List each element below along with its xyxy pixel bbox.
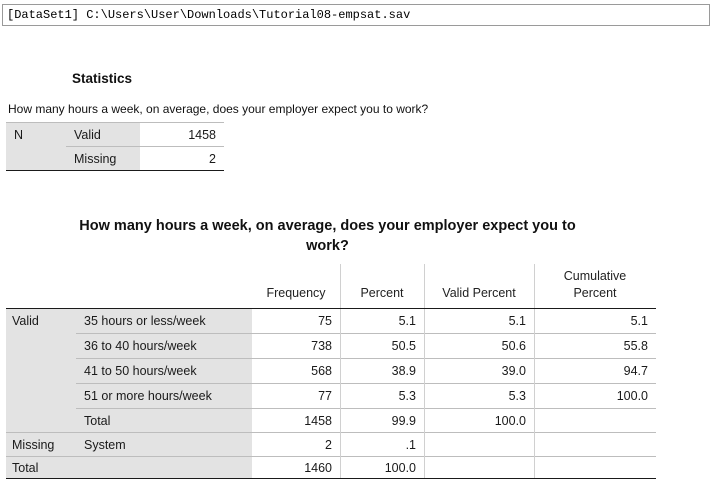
header-percent: Percent	[360, 286, 404, 300]
cell-percent: .1	[405, 438, 416, 452]
row-rule	[76, 408, 656, 409]
row-label: 51 or more hours/week	[76, 384, 252, 408]
cell-percent: 100.0	[384, 461, 416, 475]
row-label: 35 hours or less/week	[76, 309, 252, 333]
cell-cumulative: 55.8	[623, 339, 648, 353]
body-sep-3	[534, 309, 535, 478]
cell-valid-percent: 5.1	[508, 314, 526, 328]
header-bottom-rule	[6, 308, 656, 309]
cell-valid-percent: 50.6	[501, 339, 526, 353]
header-frequency: Frequency	[266, 286, 326, 300]
group-label-valid: Valid	[6, 309, 76, 432]
table-bottom-rule	[6, 478, 656, 479]
cell-frequency: 738	[311, 339, 332, 353]
header-valid-percent: Valid Percent	[442, 286, 516, 300]
cell-valid-percent: 39.0	[501, 364, 526, 378]
header-cumulative-percent: Cumulative Percent	[563, 269, 627, 300]
stats-n-label: N	[6, 123, 66, 170]
cell-percent: 38.9	[391, 364, 416, 378]
cell-percent: 5.3	[398, 389, 416, 403]
group-label-missing: Missing	[6, 433, 76, 456]
stats-top-rule	[6, 122, 224, 123]
stats-missing-label: Missing	[66, 147, 140, 170]
cell-percent: 5.1	[398, 314, 416, 328]
stats-valid-value: 1458	[188, 128, 216, 142]
cell-frequency: 75	[318, 314, 332, 328]
stats-mid-rule	[66, 146, 224, 147]
cell-frequency: 1460	[304, 461, 332, 475]
cell-frequency: 2	[325, 438, 332, 452]
stats-bottom-rule	[6, 170, 224, 171]
cell-frequency: 1458	[304, 414, 332, 428]
cell-percent: 50.5	[391, 339, 416, 353]
stats-valid-label: Valid	[66, 123, 140, 146]
header-sep-1	[340, 264, 341, 308]
stats-missing-value: 2	[209, 152, 216, 166]
header-sep-3	[534, 264, 535, 308]
cell-frequency: 568	[311, 364, 332, 378]
row-rule	[76, 358, 656, 359]
cell-percent: 99.9	[391, 414, 416, 428]
row-label: 41 to 50 hours/week	[76, 359, 252, 383]
header-sep-2	[424, 264, 425, 308]
dataset-path-bar: [DataSet1] C:\Users\User\Downloads\Tutor…	[2, 4, 710, 26]
cell-valid-percent: 100.0	[494, 414, 526, 428]
row-label: 36 to 40 hours/week	[76, 334, 252, 358]
cell-cumulative	[534, 409, 656, 432]
group-label-total: Total	[6, 457, 252, 478]
cell-cumulative: 5.1	[630, 314, 648, 328]
cell-cumulative: 100.0	[616, 389, 648, 403]
statistics-question: How many hours a week, on average, does …	[8, 102, 429, 116]
statistics-title: Statistics	[72, 71, 133, 86]
frequency-table-title: How many hours a week, on average, does …	[79, 218, 576, 254]
row-rule	[6, 432, 656, 433]
row-label: Total	[76, 409, 252, 432]
body-sep-2	[424, 309, 425, 478]
cell-valid-percent: 5.3	[508, 389, 526, 403]
body-sep-1	[340, 309, 341, 478]
row-rule	[76, 383, 656, 384]
cell-frequency: 77	[318, 389, 332, 403]
cell-cumulative: 94.7	[623, 364, 648, 378]
row-rule	[76, 333, 656, 334]
row-rule	[6, 456, 656, 457]
row-label: System	[76, 433, 252, 456]
